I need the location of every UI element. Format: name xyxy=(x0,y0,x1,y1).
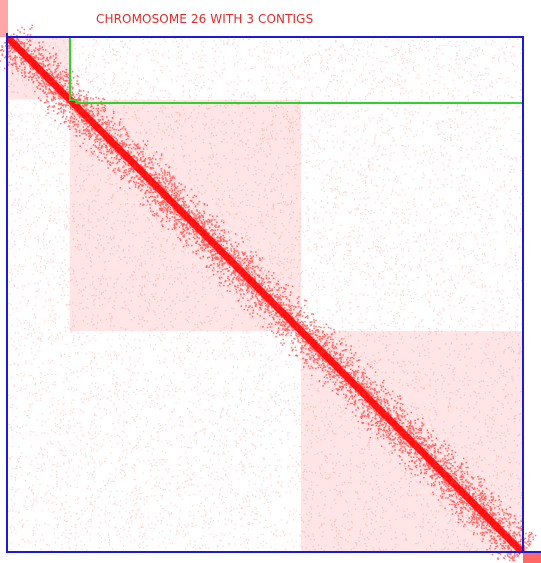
chromosome-outline xyxy=(6,36,524,553)
contig-blocks xyxy=(8,38,522,552)
contig-block-1 xyxy=(8,38,70,100)
contig-boundary-outline xyxy=(69,38,523,104)
map-title: CHROMOSOME 26 WITH 3 CONTIGS xyxy=(96,12,314,26)
diagonal-core xyxy=(5,35,525,555)
previous-chromosome-corner xyxy=(0,0,8,37)
contig-block-2 xyxy=(69,99,301,331)
next-chromosome-corner xyxy=(523,552,541,563)
diagonal-contacts xyxy=(0,24,537,562)
contig-block-3 xyxy=(300,330,522,552)
diagonal-signal xyxy=(0,24,537,562)
